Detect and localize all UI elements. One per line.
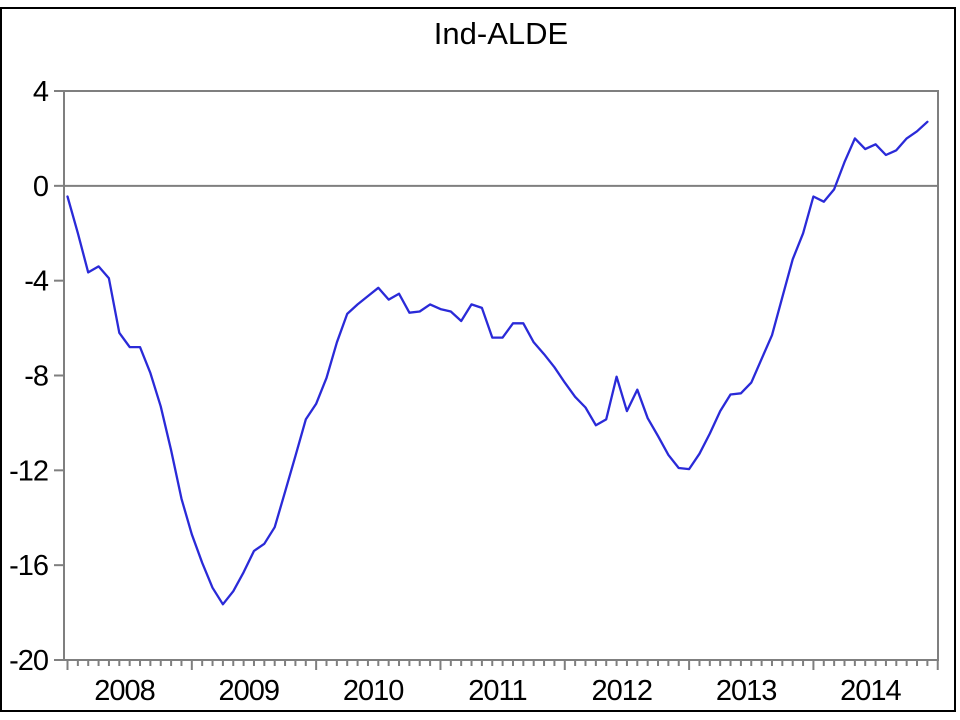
y-axis-label: 4 — [33, 76, 49, 108]
x-axis-label: 2008 — [94, 675, 155, 707]
y-axis-label: -4 — [24, 266, 49, 298]
x-axis-label: 2009 — [219, 675, 280, 707]
x-axis-label: 2010 — [343, 675, 404, 707]
plot-frame — [63, 90, 939, 661]
x-axis-label: 2012 — [592, 675, 653, 707]
y-axis-label: -20 — [9, 645, 48, 677]
y-axis-label: -8 — [24, 361, 48, 393]
chart-title: Ind-ALDE — [433, 16, 569, 51]
y-axis-label: -16 — [9, 550, 48, 582]
data-line — [66, 120, 929, 606]
y-axis-label: 0 — [33, 171, 48, 203]
x-axis-label: 2011 — [468, 675, 526, 707]
x-axis-label: 2014 — [840, 675, 901, 707]
x-axis-label: 2013 — [716, 675, 777, 707]
y-axis-label: -12 — [9, 455, 48, 487]
